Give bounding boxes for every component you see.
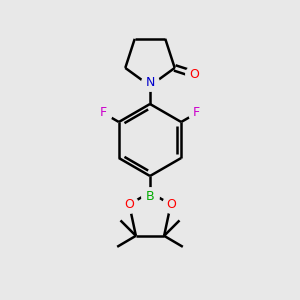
- Text: F: F: [100, 106, 107, 119]
- Text: O: O: [124, 198, 134, 211]
- Text: B: B: [146, 190, 154, 202]
- Text: N: N: [145, 76, 155, 88]
- Text: O: O: [189, 68, 199, 81]
- Text: O: O: [166, 198, 176, 211]
- Text: F: F: [193, 106, 200, 119]
